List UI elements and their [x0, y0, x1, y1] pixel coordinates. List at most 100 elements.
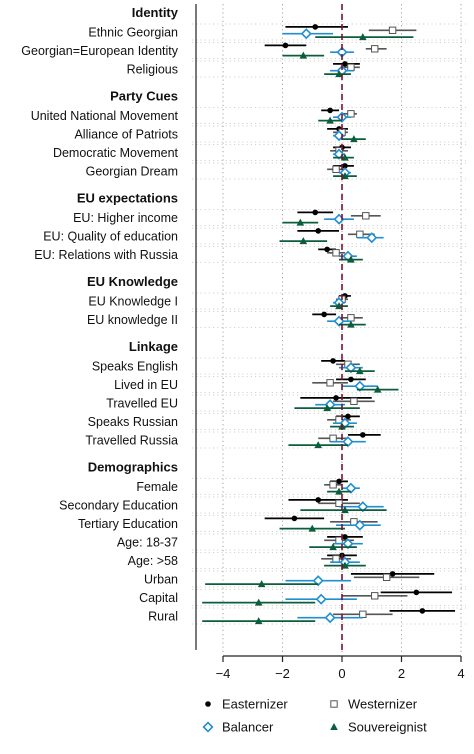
row-label-eu-knowledge-i: EU Knowledge I: [88, 295, 178, 309]
point-westernizer-eu-knowledge-ii: [347, 314, 355, 322]
point-balancer-capital: [315, 593, 327, 605]
legend-marker-balancer: [202, 721, 214, 733]
row-label-united-national-movement: United National Movement: [31, 109, 179, 123]
legend-label-souvereignist: Souvereignist: [348, 720, 427, 735]
point-souvereignist-religious: [335, 70, 343, 78]
legend-label-westernizer: Westernizer: [348, 697, 418, 712]
point-souvereignist-speaks-english: [356, 367, 364, 375]
point-easternizer-eu-knowledge-ii: [321, 311, 327, 318]
legend-label-balancer: Balancer: [222, 720, 274, 735]
row-label-eu-higher-income: EU: Higher income: [73, 211, 178, 225]
row-label-travelled-eu: Travelled EU: [106, 397, 178, 411]
point-easternizer-united-national-movement: [327, 107, 333, 114]
point-balancer-speaks-english: [345, 362, 357, 374]
legend-marker-souvereignist: [330, 723, 338, 730]
point-easternizer-female: [336, 478, 342, 485]
x-tick-label: 4: [457, 666, 464, 681]
point-easternizer-secondary-education: [315, 497, 322, 503]
row-label-rural: Rural: [148, 610, 178, 624]
point-easternizer-speaks-english: [330, 358, 336, 364]
point-easternizer-religious: [342, 61, 348, 67]
point-balancer-age-18-37: [342, 538, 354, 550]
row-label-speaks-russian: Speaks Russian: [88, 415, 178, 429]
row-label-travelled-russia: Travelled Russia: [85, 434, 178, 448]
point-souvereignist-lived-in-eu: [373, 385, 382, 393]
legend-marker-westernizer: [330, 700, 338, 708]
point-westernizer-rural: [359, 610, 367, 618]
point-souvereignist-eu-knowledge-ii: [347, 320, 355, 328]
group-title-eu-knowledge: EU Knowledge: [87, 274, 178, 289]
point-balancer-urban: [312, 575, 324, 587]
row-label-lived-in-eu: Lived in EU: [114, 378, 178, 392]
point-westernizer-travelled-russia: [329, 434, 337, 443]
point-westernizer-lived-in-eu: [326, 379, 334, 387]
x-tick-label: −4: [216, 666, 231, 681]
row-label-age-18-37: Age: 18-37: [117, 536, 178, 550]
row-label-alliance-of-patriots: Alliance of Patriots: [74, 128, 178, 142]
point-balancer-rural: [324, 612, 336, 624]
row-label-democratic-movement: Democratic Movement: [53, 146, 179, 160]
point-easternizer-ethnic-georgian: [312, 24, 319, 30]
legend-label-easternizer: Easternizer: [222, 697, 288, 712]
row-label-ethnic-georgian: Ethnic Georgian: [88, 26, 178, 40]
point-souvereignist-georgian-dream: [341, 172, 349, 180]
point-souvereignist-rural: [254, 617, 263, 625]
point-easternizer-urban: [389, 571, 396, 577]
x-tick-label: −2: [275, 666, 290, 681]
point-souvereignist-united-national-movement: [326, 116, 334, 124]
point-balancer-travelled-russia: [342, 436, 354, 448]
point-westernizer-ethnic-georgian: [388, 26, 397, 35]
point-souvereignist-capital: [254, 598, 263, 606]
point-westernizer-georgian-european-identity: [371, 45, 379, 53]
row-label-secondary-education: Secondary Education: [59, 499, 178, 513]
point-souvereignist-eu-relations-with-russia: [347, 255, 355, 263]
point-easternizer-capital: [413, 589, 420, 596]
point-souvereignist-tertiary-education: [308, 524, 317, 532]
legend-marker-easternizer: [205, 701, 211, 707]
point-easternizer-eu-quality-of-education: [315, 228, 322, 234]
point-balancer-lived-in-eu: [354, 380, 366, 392]
point-westernizer-female: [329, 481, 337, 489]
point-easternizer-georgian-european-identity: [282, 42, 289, 49]
legend: Easternizer Westernizer Balancer Souvereign…: [202, 697, 427, 735]
point-souvereignist-ethnic-georgian: [359, 33, 367, 41]
row-label-eu-knowledge-ii: EU knowledge II: [87, 313, 178, 327]
point-westernizer-eu-relations-with-russia: [332, 249, 340, 257]
point-easternizer-tertiary-education: [291, 515, 298, 522]
point-easternizer-age-18-37: [342, 534, 348, 540]
row-label-georgian-european-identity: Georgian=European Identity: [21, 44, 178, 58]
row-label-georgian-dream: Georgian Dream: [86, 165, 178, 179]
point-balancer-ethnic-georgian: [300, 28, 312, 40]
point-balancer-tertiary-education: [354, 519, 366, 531]
point-westernizer-eu-quality-of-education: [356, 230, 364, 239]
row-label-female: Female: [136, 480, 178, 494]
point-souvereignist-democratic-movement: [341, 153, 349, 161]
point-westernizer-urban: [382, 573, 391, 581]
point-souvereignist-eu-knowledge-i: [335, 302, 343, 310]
point-westernizer-eu-higher-income: [362, 212, 370, 220]
point-westernizer-travelled-eu: [350, 397, 358, 406]
point-souvereignist-georgian-european-identity: [299, 51, 308, 59]
point-souvereignist-eu-higher-income: [296, 218, 305, 226]
point-souvereignist-travelled-russia: [314, 441, 322, 449]
point-souvereignist-age-58: [341, 561, 349, 569]
row-label-urban: Urban: [144, 573, 178, 587]
group-title-demographics: Demographics: [88, 460, 178, 475]
point-souvereignist-alliance-of-patriots: [350, 135, 358, 143]
point-easternizer-rural: [419, 608, 426, 614]
point-balancer-eu-quality-of-education: [366, 232, 378, 244]
point-souvereignist-travelled-eu: [323, 404, 331, 412]
row-label-capital: Capital: [139, 591, 178, 605]
x-tick-label: 0: [338, 666, 345, 681]
row-label-eu-quality-of-education: EU: Quality of education: [43, 230, 178, 244]
group-title-identity: Identity: [132, 5, 179, 20]
point-westernizer-united-national-movement: [347, 110, 355, 118]
point-souvereignist-urban: [257, 580, 266, 588]
point-easternizer-travelled-eu: [333, 395, 339, 401]
point-souvereignist-age-18-37: [329, 543, 337, 551]
point-easternizer-eu-higher-income: [312, 209, 319, 216]
group-title-linkage: Linkage: [129, 339, 178, 354]
point-souvereignist-eu-quality-of-education: [299, 237, 308, 245]
row-label-religious: Religious: [127, 63, 178, 77]
